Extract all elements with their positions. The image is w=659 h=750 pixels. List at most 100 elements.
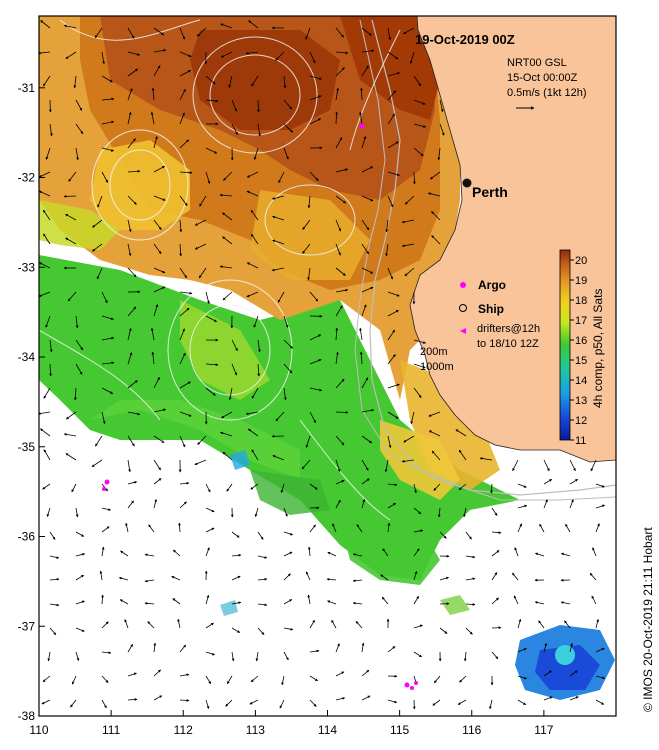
current-arrow: [49, 555, 60, 559]
current-arrow: [387, 309, 399, 317]
current-arrow: [219, 265, 233, 269]
x-tick-label: 110: [29, 723, 48, 737]
current-arrow: [42, 483, 51, 490]
current-arrow: [431, 211, 441, 221]
current-arrow: [127, 27, 135, 39]
current-arrow: [387, 267, 393, 280]
current-arrow: [352, 601, 363, 605]
current-arrow: [491, 531, 502, 534]
current-arrow: [309, 334, 322, 341]
current-arrow: [401, 219, 415, 224]
current-arrow: [595, 483, 605, 488]
current-arrow: [431, 450, 441, 461]
current-arrow: [437, 507, 441, 518]
current-arrow: [231, 553, 242, 557]
current-arrow: [101, 120, 115, 125]
current-arrow: [309, 619, 315, 629]
current-arrow: [257, 627, 265, 636]
current-arrow: [153, 669, 161, 677]
y-tick-label: -33: [18, 260, 36, 274]
current-arrow: [429, 171, 441, 180]
current-arrow: [387, 72, 401, 77]
legend-argo: Argo: [478, 278, 506, 292]
current-arrow: [250, 483, 259, 490]
current-arrow: [205, 699, 210, 710]
colorbar-tick-label: 19: [575, 275, 587, 287]
legend-drifters-line2: to 18/10 12Z: [477, 338, 539, 350]
current-arrow: [49, 123, 53, 137]
current-arrow: [205, 483, 211, 493]
current-arrow: [283, 387, 287, 401]
current-arrow: [413, 570, 418, 581]
current-arrow: [101, 51, 105, 65]
current-arrow: [179, 481, 190, 485]
current-arrow: [455, 429, 467, 437]
current-arrow: [401, 459, 415, 463]
current-arrow: [179, 171, 193, 175]
current-arrow: [335, 267, 346, 276]
current-arrow: [457, 699, 467, 705]
current-arrow: [387, 113, 395, 125]
current-arrow: [335, 111, 338, 125]
colorbar-tick-label: 16: [575, 335, 587, 347]
current-arrow: [335, 288, 349, 293]
current-arrow: [151, 351, 155, 365]
current-arrow: [283, 651, 289, 661]
current-arrow: [272, 239, 285, 245]
current-arrow: [413, 548, 420, 557]
current-arrow: [543, 670, 552, 677]
current-arrow: [205, 547, 210, 557]
current-arrow: [595, 618, 599, 629]
current-arrow: [271, 267, 285, 272]
current-arrow: [387, 502, 397, 509]
current-arrow: [177, 618, 181, 629]
current-arrow: [327, 551, 337, 557]
current-arrow: [277, 291, 285, 303]
current-arrow: [305, 435, 311, 448]
current-arrow: [433, 675, 441, 684]
current-arrow: [127, 643, 133, 653]
current-arrow: [151, 87, 155, 101]
current-arrow: [569, 670, 578, 677]
current-arrow: [127, 243, 132, 257]
current-arrow: [387, 646, 396, 653]
current-arrow: [225, 699, 233, 707]
current-arrow: [490, 483, 493, 494]
current-arrow: [595, 504, 606, 509]
current-arrow: [101, 291, 108, 304]
current-arrow: [49, 603, 60, 607]
current-arrow: [101, 411, 106, 425]
current-arrow: [387, 27, 392, 41]
current-arrow: [283, 315, 289, 328]
current-arrow: [179, 352, 186, 365]
city-label: Perth: [472, 184, 508, 200]
current-arrow: [199, 195, 207, 207]
current-arrow: [413, 651, 422, 658]
current-arrow: [331, 619, 337, 629]
current-arrow: [361, 459, 369, 471]
current-arrow: [335, 411, 349, 414]
current-arrow: [101, 621, 109, 629]
current-arrow: [595, 647, 605, 653]
current-arrow: [101, 315, 114, 321]
current-arrow: [205, 75, 216, 85]
current-arrow: [335, 195, 347, 204]
current-arrow: [361, 377, 369, 389]
current-arrow: [205, 291, 210, 305]
current-arrow: [439, 531, 447, 539]
current-arrow: [463, 651, 467, 662]
colorbar-label: 4h comp, p50, All Sats: [591, 289, 605, 408]
current-arrow: [309, 171, 319, 182]
current-arrow: [413, 147, 424, 157]
current-arrow: [387, 522, 391, 533]
current-arrow: [589, 572, 597, 581]
current-arrow: [153, 65, 161, 77]
current-arrow: [75, 651, 80, 662]
current-arrow: [147, 621, 155, 629]
current-arrow: [194, 219, 207, 226]
current-arrow: [179, 381, 191, 389]
current-arrow: [428, 411, 441, 417]
current-arrow: [431, 235, 441, 245]
current-arrow: [127, 459, 131, 473]
current-arrow: [359, 111, 363, 125]
